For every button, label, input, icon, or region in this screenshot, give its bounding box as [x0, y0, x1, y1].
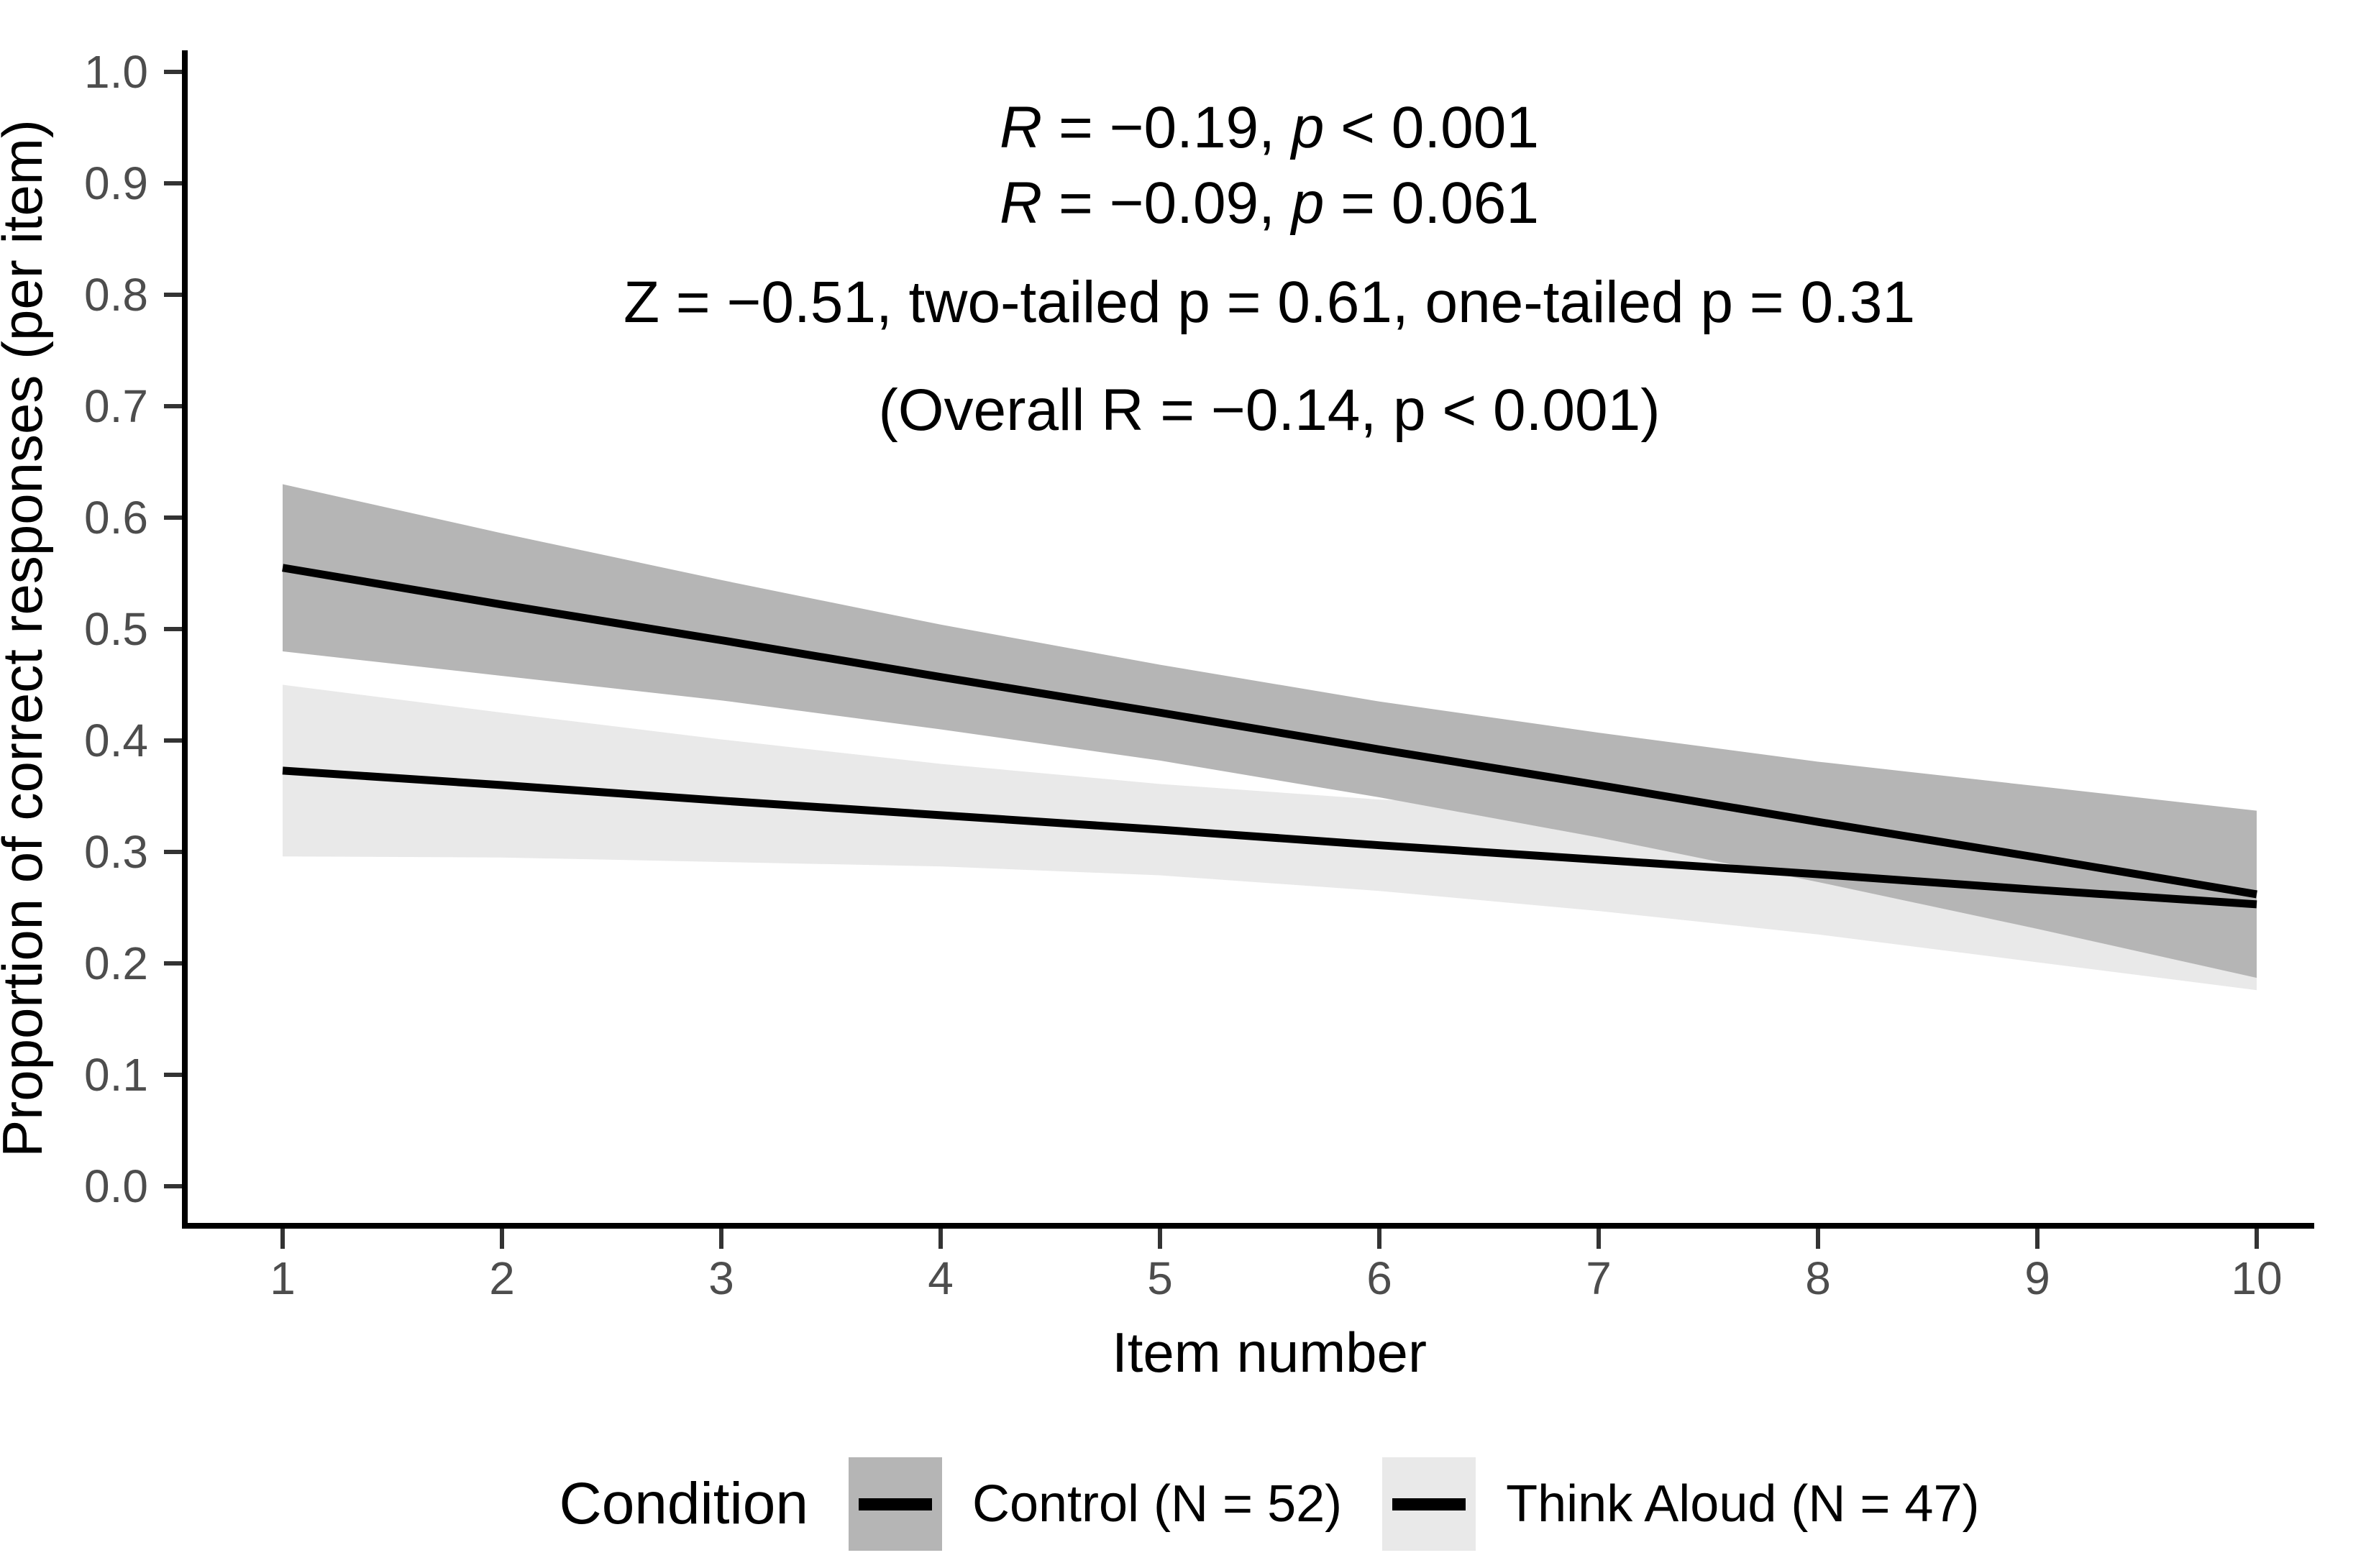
think-aloud-line [282, 766, 2257, 909]
x-axis-title: Item number [1112, 1321, 1427, 1384]
legend-key-line-icon [858, 1498, 932, 1510]
svg-text:4: 4 [928, 1252, 954, 1304]
legend: Condition Control (N = 52) Think Aloud (… [0, 1454, 2366, 1554]
svg-text:8: 8 [1805, 1252, 1831, 1304]
legend-key-think-aloud [1382, 1457, 1476, 1551]
legend-key-line-icon [1392, 1498, 1466, 1510]
legend-item-control: Control (N = 52) [848, 1457, 1343, 1551]
svg-text:6: 6 [1366, 1252, 1392, 1304]
svg-text:5: 5 [1147, 1252, 1173, 1304]
svg-text:0.5: 0.5 [84, 603, 148, 655]
legend-label-control: Control (N = 52) [972, 1475, 1343, 1533]
svg-text:0.2: 0.2 [84, 937, 148, 989]
annotation-line-1: R = −0.19, p < 0.001 [1000, 95, 1539, 160]
legend-key-control [848, 1457, 942, 1551]
annotations: R = −0.19, p < 0.001 R = −0.09, p = 0.061… [624, 95, 1915, 443]
legend-label-think-aloud: Think Aloud (N = 47) [1506, 1475, 1980, 1533]
annotation-line-2: R = −0.09, p = 0.061 [1000, 170, 1539, 236]
svg-text:10: 10 [2231, 1252, 2282, 1304]
svg-text:3: 3 [708, 1252, 734, 1304]
annotation-line-3: Z = −0.51, two-tailed p = 0.61, one-tail… [624, 270, 1915, 335]
svg-text:0.1: 0.1 [84, 1049, 148, 1101]
annotation-line-4: (Overall R = −0.14, p < 0.001) [878, 377, 1660, 443]
svg-text:0.0: 0.0 [84, 1160, 148, 1212]
svg-text:7: 7 [1586, 1252, 1612, 1304]
svg-text:1: 1 [270, 1252, 296, 1304]
svg-text:9: 9 [2024, 1252, 2050, 1304]
y-axis-title: Proportion of correct responses (per ite… [0, 119, 54, 1157]
svg-text:2: 2 [489, 1252, 515, 1304]
svg-text:0.8: 0.8 [84, 269, 148, 321]
svg-text:0.4: 0.4 [84, 715, 148, 766]
svg-text:0.9: 0.9 [84, 157, 148, 209]
control-line [282, 564, 2257, 899]
svg-text:0.7: 0.7 [84, 380, 148, 432]
y-axis: 1.0 0.9 0.8 0.7 0.6 0.5 0.4 0.3 0.2 0.1 0.0 [84, 46, 188, 1229]
svg-text:0.6: 0.6 [84, 492, 148, 544]
svg-text:1.0: 1.0 [84, 46, 148, 98]
legend-title: Condition [559, 1471, 808, 1536]
legend-item-think-aloud: Think Aloud (N = 47) [1382, 1457, 1980, 1551]
x-axis: 1 2 3 4 5 6 7 8 9 10 [182, 1223, 2314, 1304]
svg-text:0.3: 0.3 [84, 826, 148, 878]
